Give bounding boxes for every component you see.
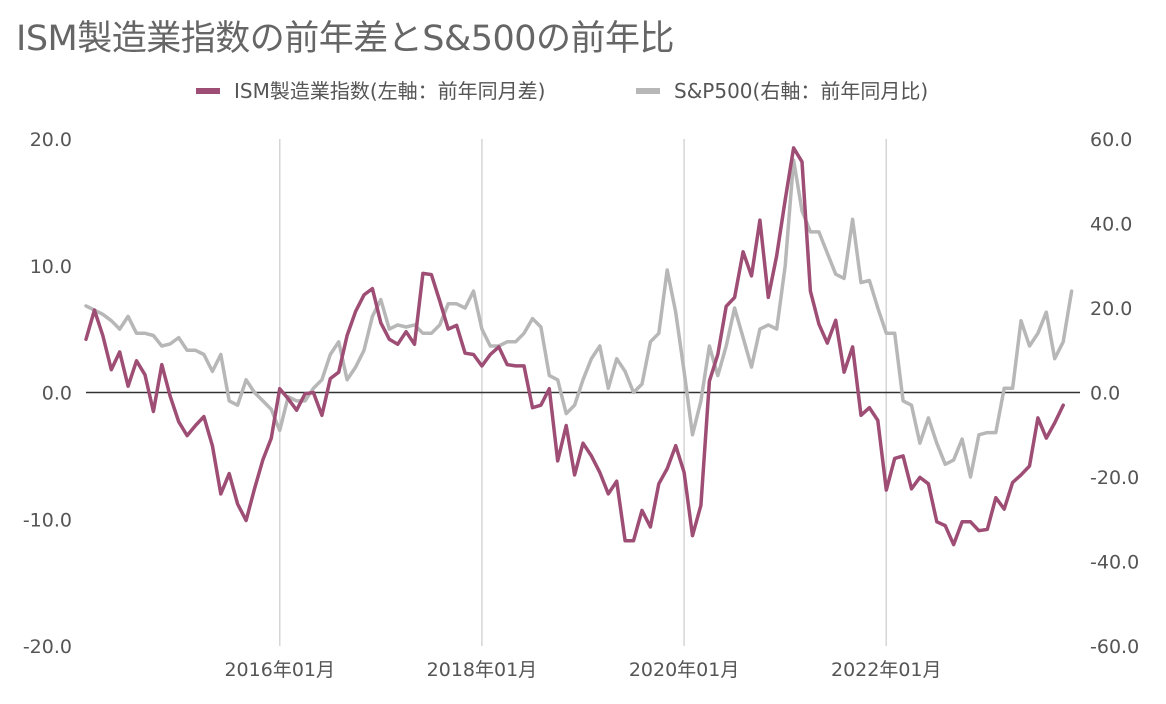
left-axis-tick-label: 10.0 — [30, 256, 72, 278]
series-layer — [84, 146, 1074, 547]
legend-label-ism: ISM製造業指数(左軸：前年同月差) — [234, 79, 545, 103]
chart-title: ISM製造業指数の前年差とS&500の前年比 — [16, 19, 675, 59]
legend-label-sp500: S&P500(右軸：前年同月比) — [674, 79, 928, 103]
legend: ISM製造業指数(左軸：前年同月差) S&P500(右軸：前年同月比) — [196, 79, 928, 103]
x-tick-label: 2022年01月 — [831, 659, 942, 681]
series-line-sp500 — [84, 158, 1074, 479]
series-line-ism — [84, 146, 1065, 547]
right-axis-tick-label: -40.0 — [1090, 552, 1139, 574]
x-axis: 2016年01月 2018年01月 2020年01月 2022年01月 — [224, 659, 941, 681]
right-axis-tick-label: 0.0 — [1090, 383, 1120, 405]
left-axis-tick-label: -10.0 — [23, 509, 72, 531]
left-axis-tick-label: 20.0 — [30, 129, 72, 151]
right-axis-tick-label: 20.0 — [1090, 298, 1132, 320]
x-tick-label: 2016年01月 — [224, 659, 335, 681]
left-axis: 20.0 10.0 0.0 -10.0 -20.0 — [23, 129, 72, 658]
right-axis: 60.0 40.0 20.0 0.0 -20.0 -40.0 -60.0 — [1090, 129, 1139, 658]
right-axis-tick-label: 40.0 — [1090, 214, 1132, 236]
left-axis-tick-label: 0.0 — [42, 383, 72, 405]
right-axis-tick-label: 60.0 — [1090, 129, 1132, 151]
x-tick-label: 2020年01月 — [629, 659, 740, 681]
left-axis-tick-label: -20.0 — [23, 636, 72, 658]
right-axis-tick-label: -20.0 — [1090, 467, 1139, 489]
right-axis-tick-label: -60.0 — [1090, 636, 1139, 658]
x-tick-label: 2018年01月 — [427, 659, 538, 681]
